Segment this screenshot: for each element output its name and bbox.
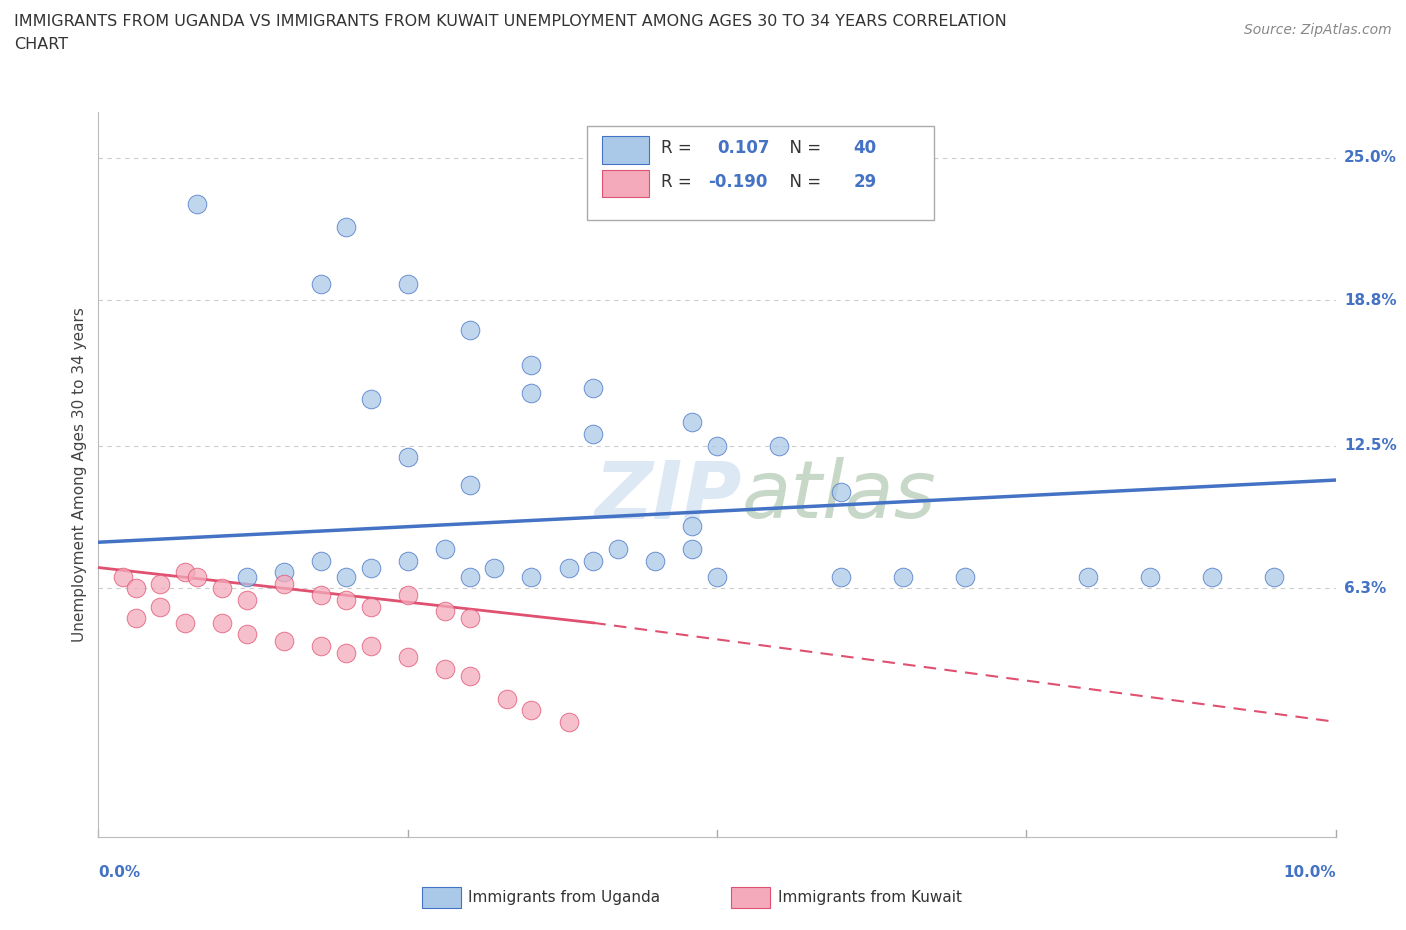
Point [768, 438, 790, 453]
Point [582, 553, 605, 568]
Point [186, 196, 208, 211]
Text: 0.107: 0.107 [717, 139, 769, 157]
Point [112, 569, 135, 584]
Text: atlas: atlas [742, 457, 936, 535]
Point [830, 485, 852, 499]
Point [458, 323, 481, 338]
Point [706, 569, 728, 584]
Point [433, 541, 456, 556]
Text: 0.0%: 0.0% [98, 865, 141, 880]
Text: ZIP: ZIP [595, 457, 742, 535]
Point [396, 650, 419, 665]
Point [149, 599, 172, 614]
Point [458, 669, 481, 684]
Text: IMMIGRANTS FROM UGANDA VS IMMIGRANTS FROM KUWAIT UNEMPLOYMENT AMONG AGES 30 TO 3: IMMIGRANTS FROM UGANDA VS IMMIGRANTS FRO… [14, 14, 1007, 29]
Point [273, 565, 295, 579]
Text: Immigrants from Kuwait: Immigrants from Kuwait [778, 890, 962, 905]
Point [520, 569, 543, 584]
Text: R =: R = [661, 139, 703, 157]
Text: N =: N = [779, 173, 827, 191]
Point [433, 661, 456, 676]
Text: Immigrants from Uganda: Immigrants from Uganda [468, 890, 661, 905]
Point [458, 477, 481, 492]
Point [273, 634, 295, 649]
Point [644, 553, 666, 568]
Point [236, 592, 259, 607]
FancyBboxPatch shape [588, 126, 934, 220]
Text: 12.5%: 12.5% [1344, 438, 1396, 453]
Point [681, 541, 703, 556]
Text: 25.0%: 25.0% [1344, 150, 1398, 166]
Point [360, 638, 382, 653]
Point [396, 449, 419, 464]
Point [360, 392, 382, 407]
Point [1263, 569, 1285, 584]
Text: -0.190: -0.190 [709, 173, 768, 191]
Point [706, 438, 728, 453]
Point [681, 519, 703, 534]
Point [557, 714, 579, 729]
Point [360, 599, 382, 614]
Point [309, 588, 332, 603]
Point [236, 627, 259, 642]
Point [582, 380, 605, 395]
Point [174, 616, 197, 631]
Point [557, 560, 579, 575]
Point [396, 553, 419, 568]
Text: CHART: CHART [14, 37, 67, 52]
Point [273, 577, 295, 591]
Text: 10.0%: 10.0% [1284, 865, 1336, 880]
Point [335, 592, 357, 607]
Point [335, 219, 357, 234]
Text: 29: 29 [853, 173, 876, 191]
Point [681, 415, 703, 430]
Point [211, 581, 233, 596]
Point [520, 357, 543, 372]
Point [1139, 569, 1161, 584]
Point [186, 569, 208, 584]
Text: N =: N = [779, 139, 827, 157]
Point [830, 569, 852, 584]
Point [1077, 569, 1099, 584]
Point [1201, 569, 1223, 584]
Point [582, 427, 605, 442]
FancyBboxPatch shape [602, 137, 650, 164]
Text: 40: 40 [853, 139, 876, 157]
FancyBboxPatch shape [602, 169, 650, 197]
Point [124, 581, 146, 596]
Y-axis label: Unemployment Among Ages 30 to 34 years: Unemployment Among Ages 30 to 34 years [72, 307, 87, 642]
Point [335, 645, 357, 660]
Point [396, 277, 419, 292]
Point [309, 277, 332, 292]
Point [495, 691, 517, 706]
Point [236, 569, 259, 584]
Point [520, 703, 543, 718]
Point [520, 385, 543, 400]
Point [607, 541, 630, 556]
Point [953, 569, 976, 584]
Text: 18.8%: 18.8% [1344, 293, 1396, 308]
Point [396, 588, 419, 603]
Point [309, 553, 332, 568]
Point [458, 569, 481, 584]
Text: R =: R = [661, 173, 697, 191]
Point [309, 638, 332, 653]
Point [360, 560, 382, 575]
Point [174, 565, 197, 579]
Point [484, 560, 506, 575]
Point [335, 569, 357, 584]
Point [458, 611, 481, 626]
Point [211, 616, 233, 631]
Point [433, 604, 456, 618]
Point [124, 611, 146, 626]
Point [891, 569, 914, 584]
Point [149, 577, 172, 591]
Text: Source: ZipAtlas.com: Source: ZipAtlas.com [1244, 23, 1392, 37]
Text: 6.3%: 6.3% [1344, 581, 1386, 596]
